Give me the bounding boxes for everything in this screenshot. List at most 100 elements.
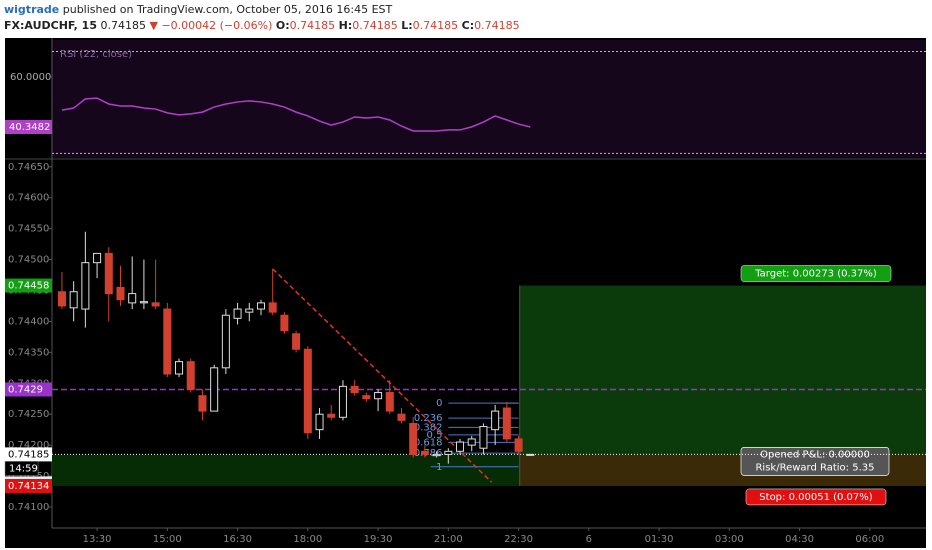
price-tag-box <box>5 382 52 397</box>
x-tick-label: 06:00 <box>855 534 884 545</box>
published: published on TradingView.com, October 05… <box>62 3 393 16</box>
countdown-box <box>4 461 39 476</box>
ohlc-label: C: <box>461 19 475 32</box>
candle-body <box>479 426 488 449</box>
stop-label-box <box>745 488 887 506</box>
candle-body <box>514 438 523 452</box>
y-tick-label: 60.0000 <box>10 72 51 83</box>
candle-body <box>139 301 148 304</box>
price-tag-box <box>5 278 52 293</box>
ohlc-value: 0.74185 <box>289 19 336 32</box>
candle-body <box>397 413 406 421</box>
candle-body <box>491 410 500 431</box>
stop-band <box>52 454 520 486</box>
y-tick-label: 0.74350 <box>8 347 49 358</box>
candle-body <box>362 395 371 400</box>
y-tick-label: 0.74500 <box>8 255 49 266</box>
candle-body <box>163 308 172 375</box>
candle-body <box>292 333 301 350</box>
x-tick-label: 04:30 <box>785 534 814 545</box>
header: wigtrade published on TradingView.com, O… <box>4 2 520 34</box>
price-tag-box <box>5 478 52 493</box>
trendline <box>272 268 493 483</box>
candle-body <box>69 291 78 309</box>
x-tick-label: 01:30 <box>645 534 674 545</box>
candle-body <box>210 367 219 412</box>
candle-body <box>233 308 242 319</box>
ohlc-value: 0.74185 <box>352 19 398 32</box>
candle-body <box>467 438 476 446</box>
candle-body <box>57 291 66 307</box>
candle-body <box>374 392 383 400</box>
candle-body <box>315 413 324 431</box>
x-tick-label: 6 <box>586 534 592 545</box>
candle-body <box>420 450 429 455</box>
candle-body <box>385 392 394 412</box>
last-value-box <box>5 120 52 135</box>
y-tick-label: 0.74600 <box>8 193 49 204</box>
candle-body <box>432 453 441 457</box>
x-tick-label: 21:00 <box>434 534 463 545</box>
y-tick-label: 0.74550 <box>8 224 49 235</box>
candle-body <box>198 395 207 412</box>
candle-body <box>280 314 289 332</box>
pnl-label: Opened P&L: 0.00000 <box>760 449 870 460</box>
countdown: 14:59 <box>9 463 38 474</box>
candle-body <box>268 302 277 313</box>
y-tick-label: 0.74650 <box>8 162 49 173</box>
author[interactable]: wigtrade <box>4 3 60 16</box>
price-tag: 0.74134 <box>8 481 49 492</box>
price-tag: 0.74185 <box>8 449 49 460</box>
candle-body <box>128 293 137 304</box>
target-label-box <box>740 265 892 282</box>
fib-label: 0.382 <box>414 422 443 433</box>
candle-body <box>81 262 90 310</box>
candle-body <box>456 441 465 452</box>
y-tick-label: 0.74200 <box>8 440 49 451</box>
candle-body <box>526 453 535 456</box>
price-tag-box <box>5 447 52 462</box>
x-tick-label: 03:00 <box>715 534 744 545</box>
fib-label: 0.618 <box>414 437 443 448</box>
candle-body <box>303 348 312 434</box>
candle-body <box>151 302 160 307</box>
y-tick-label: 0.74100 <box>8 502 49 513</box>
x-tick-label: 18:00 <box>293 534 322 545</box>
ohlc: O:0.74185 H:0.74185 L:0.74185 C:0.74185 <box>276 19 520 32</box>
price-tag: 0.7429 <box>8 384 43 395</box>
candle-body <box>502 407 511 440</box>
candle-body <box>245 308 254 313</box>
ohlc-label: O: <box>275 19 290 32</box>
ohlc-label: L: <box>401 19 413 32</box>
rsi-title: RSI (22, close) <box>60 49 132 60</box>
stop-label: Stop: 0.00051 (0.07%) <box>759 492 872 503</box>
x-tick-label: 16:30 <box>223 534 252 545</box>
candle-body <box>327 413 336 418</box>
candle-body <box>338 385 347 418</box>
x-tick-label: 13:30 <box>83 534 112 545</box>
target-label: Target: 0.00273 (0.37%) <box>754 269 877 280</box>
x-tick-label: 15:00 <box>153 534 182 545</box>
candle-body <box>350 385 359 394</box>
price-tag: 0.74458 <box>8 281 49 292</box>
fib-label: 0 <box>436 398 442 409</box>
change: ▼ −0.00042 (−0.06%) <box>149 19 273 32</box>
publish-line: wigtrade published on TradingView.com, O… <box>4 2 520 18</box>
y-tick-label: 0.74400 <box>8 316 49 327</box>
target-zone <box>519 285 926 455</box>
symbol-line: FX:AUDCHF, 15 0.74185 ▼ −0.00042 (−0.06%… <box>4 18 520 34</box>
candle-body <box>221 314 230 369</box>
candle-body <box>444 450 453 455</box>
last: 0.74185 <box>100 19 146 32</box>
candle-body <box>175 361 184 375</box>
ohlc-label: H: <box>338 19 353 32</box>
candle-body <box>104 252 113 295</box>
x-tick-label: 22:30 <box>504 534 533 545</box>
fib-label: 0.236 <box>414 413 443 424</box>
ohlc-value: 0.74185 <box>474 19 520 32</box>
candle-body <box>93 252 102 264</box>
candle-body <box>409 422 418 455</box>
last-value-label: 40.3482 <box>9 122 50 133</box>
candle-body <box>116 286 125 301</box>
